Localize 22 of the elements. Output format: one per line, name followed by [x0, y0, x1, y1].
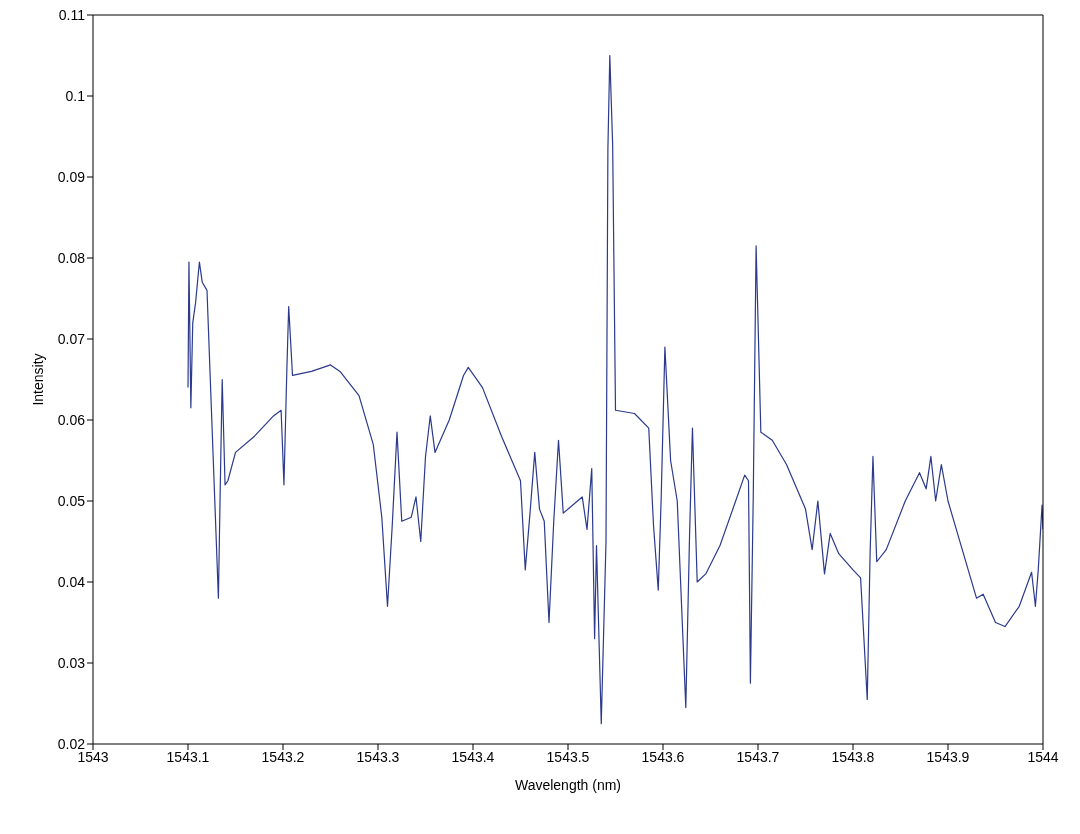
- x-tick-label: 1543.9: [926, 748, 970, 765]
- line-series: [187, 54, 1043, 725]
- y-tick-label: 0.09: [57, 168, 86, 185]
- x-tick-label: 1543.8: [831, 748, 875, 765]
- y-tick-label: 0.11: [58, 6, 86, 23]
- y-tick-label: 0.05: [57, 492, 86, 509]
- y-tick-label: 0.1: [65, 87, 86, 104]
- x-tick-label: 1543.3: [356, 748, 400, 765]
- x-axis-title: Wavelength (nm): [514, 777, 622, 793]
- x-tick-label: 1543.1: [166, 748, 210, 765]
- y-axis-title: Intensity: [29, 353, 46, 406]
- x-tick-label: 1543.4: [451, 748, 495, 765]
- x-tick-label: 1543.7: [736, 748, 780, 765]
- x-tick-label: 1544: [1027, 748, 1059, 765]
- y-tick-label: 0.04: [57, 573, 86, 590]
- y-tick-label: 0.08: [57, 249, 86, 266]
- x-tick-label: 1543.2: [261, 748, 305, 765]
- x-tick-label: 1543.6: [641, 748, 685, 765]
- y-tick-label: 0.03: [57, 654, 86, 671]
- y-tick-label: 0.06: [57, 411, 86, 428]
- y-tick-label: 0.07: [57, 330, 86, 347]
- x-tick-label: 1543.5: [546, 748, 590, 765]
